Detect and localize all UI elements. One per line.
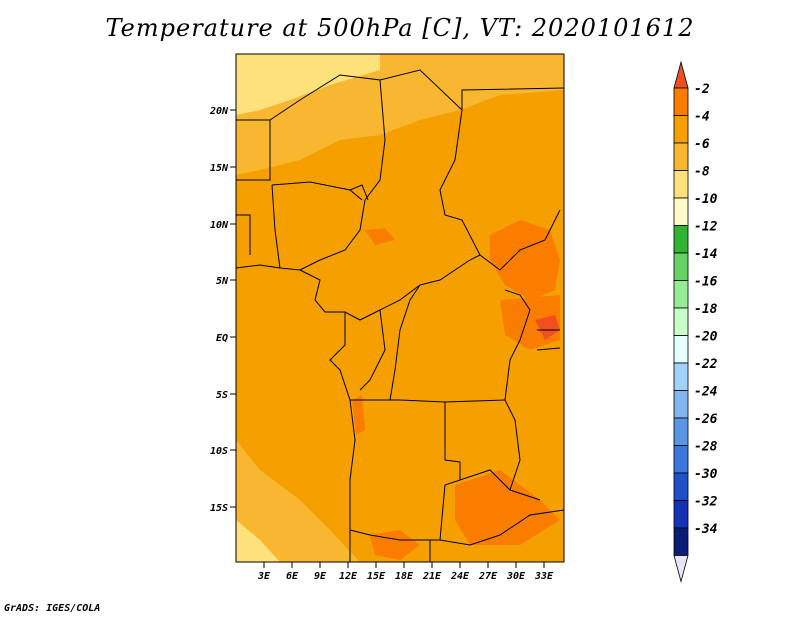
border-line bbox=[459, 469, 511, 491]
lat-label: 15N bbox=[210, 163, 229, 174]
colorbar-label: -26 bbox=[694, 412, 718, 427]
colorbar-top-arrow bbox=[673, 60, 689, 89]
border-line bbox=[439, 509, 565, 546]
colorbar-label: -14 bbox=[694, 247, 718, 262]
lon-label: 6E bbox=[286, 571, 299, 582]
colorbar-swatch bbox=[673, 500, 689, 529]
lon-label: 3E bbox=[257, 571, 271, 582]
colorbar-swatch bbox=[673, 170, 689, 199]
lon-label: 12E bbox=[339, 571, 358, 582]
lon-label: 24E bbox=[450, 571, 470, 582]
colorbar-label: -4 bbox=[694, 110, 710, 125]
colorbar-swatch bbox=[673, 472, 689, 501]
colorbar-swatch bbox=[673, 280, 689, 309]
colorbar-label: -24 bbox=[694, 385, 718, 400]
colorbar-swatch bbox=[673, 252, 689, 281]
colorbar-swatch bbox=[673, 445, 689, 474]
east-warm-patch bbox=[490, 220, 560, 300]
border-line bbox=[271, 181, 363, 201]
southwest-cool-band bbox=[236, 440, 360, 562]
colorbar-label: -18 bbox=[694, 302, 718, 317]
lat-label: 20N bbox=[209, 106, 229, 117]
angola-coast-warm-patch bbox=[352, 395, 365, 435]
longitude-axis: 3E 6E 9E 12E 15E 18E 21E 24E 27E 30E 33E bbox=[257, 562, 554, 582]
colorbar-label: -28 bbox=[694, 440, 718, 455]
southeast-warm-patch bbox=[455, 470, 560, 545]
border-line bbox=[349, 402, 461, 541]
colorbar-swatch bbox=[673, 390, 689, 419]
border-line bbox=[349, 184, 369, 201]
lon-label: 30E bbox=[506, 571, 526, 582]
border-line bbox=[236, 214, 251, 255]
chart-title: Temperature at 500hPa [C], VT: 202010161… bbox=[105, 14, 695, 42]
map-panel bbox=[236, 54, 564, 562]
colorbar: -2 -4 -6 -8 -10 -12 -14 -16 -18 -20 -22 -24 -26 -28 -3… bbox=[673, 60, 718, 584]
colorbar-label: -30 bbox=[694, 467, 718, 482]
lat-label: 10N bbox=[210, 220, 229, 231]
colorbar-label: -34 bbox=[694, 522, 718, 537]
colorbar-swatch bbox=[673, 197, 689, 226]
border-line bbox=[236, 119, 271, 181]
border-line bbox=[536, 347, 561, 351]
latitude-axis: 20N 15N 10N 5N EQ 5S 10S 15S bbox=[209, 106, 236, 514]
lat-label: 5N bbox=[216, 276, 229, 287]
colorbar-swatch bbox=[673, 225, 689, 254]
border-line bbox=[359, 309, 386, 391]
colorbar-label: -10 bbox=[694, 192, 718, 207]
lon-label: 33E bbox=[534, 571, 554, 582]
colorbar-bottom-arrow bbox=[673, 555, 689, 584]
lat-label: EQ bbox=[216, 333, 228, 344]
border-line bbox=[504, 289, 531, 401]
border-line bbox=[349, 399, 356, 562]
border-line bbox=[299, 254, 481, 321]
border-line bbox=[329, 312, 506, 403]
central-warm-patch bbox=[365, 228, 395, 245]
credit-text: GrADS: IGES/COLA bbox=[4, 603, 101, 614]
colorbar-label: -6 bbox=[694, 137, 710, 152]
border-line bbox=[271, 184, 281, 269]
colorbar-swatch bbox=[673, 87, 689, 116]
colorbar-label: -2 bbox=[694, 82, 710, 97]
colorbar-label: -20 bbox=[694, 330, 718, 345]
southwest-coolest-band bbox=[236, 520, 280, 562]
lon-label: 9E bbox=[314, 571, 327, 582]
border-line bbox=[235, 199, 366, 271]
colorbar-label: -12 bbox=[694, 220, 718, 235]
colorbar-label: -16 bbox=[694, 275, 718, 290]
colorbar-label: -32 bbox=[694, 495, 718, 510]
border-line bbox=[389, 284, 421, 401]
colorbar-swatch bbox=[673, 142, 689, 171]
colorbar-swatch bbox=[673, 115, 689, 144]
colorbar-label: -22 bbox=[694, 357, 718, 372]
colorbar-swatch bbox=[673, 362, 689, 391]
lon-label: 21E bbox=[422, 571, 442, 582]
colorbar-swatch bbox=[673, 307, 689, 336]
colorbar-swatch bbox=[673, 527, 689, 556]
lat-label: 5S bbox=[216, 390, 228, 401]
lon-label: 15E bbox=[367, 571, 386, 582]
country-borders bbox=[235, 69, 565, 562]
colorbar-label: -8 bbox=[694, 165, 710, 180]
colorbar-swatch bbox=[673, 417, 689, 446]
lon-label: 27E bbox=[478, 571, 498, 582]
border-line bbox=[439, 109, 561, 271]
north-coolest-band bbox=[236, 54, 380, 115]
lat-label: 10S bbox=[210, 446, 228, 457]
lat-label: 15S bbox=[210, 503, 228, 514]
colorbar-swatch bbox=[673, 335, 689, 364]
map-frame bbox=[235, 53, 565, 563]
lon-label: 18E bbox=[395, 571, 414, 582]
east-hotspot-patch bbox=[535, 315, 560, 340]
border-line bbox=[504, 399, 541, 501]
